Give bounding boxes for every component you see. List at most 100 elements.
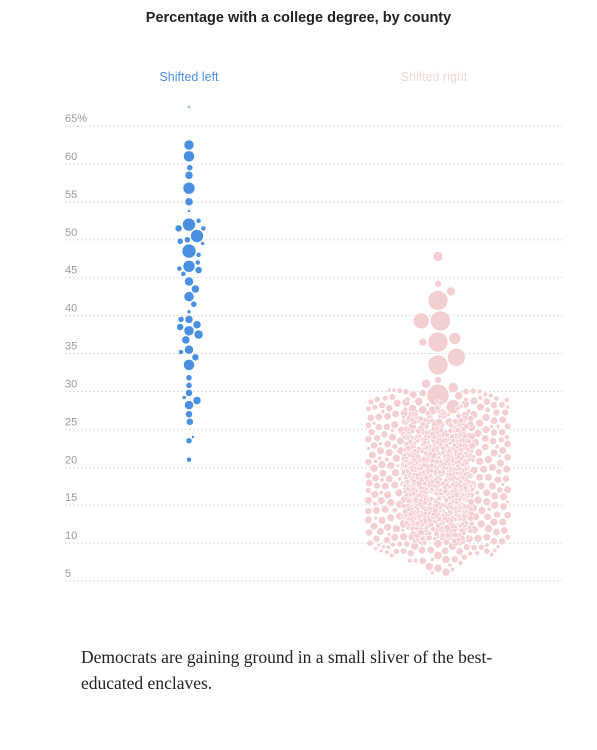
county-dot-right	[465, 408, 472, 414]
county-dot-left	[185, 437, 193, 444]
county-dot-right	[492, 528, 501, 537]
county-dot-right	[401, 434, 407, 440]
county-dot-right	[430, 570, 435, 576]
county-dot-left	[200, 241, 205, 246]
county-dot-right	[467, 525, 472, 530]
county-dot-left	[183, 150, 195, 163]
county-dot-right	[484, 542, 490, 548]
county-dot-right	[399, 532, 408, 542]
county-dot-right	[501, 408, 509, 417]
county-dot-right	[367, 398, 374, 406]
county-dot-right	[447, 382, 459, 393]
county-dot-right	[444, 532, 452, 539]
county-dot-right	[402, 447, 408, 452]
county-dot-right	[388, 393, 397, 401]
county-dot-right	[402, 388, 410, 396]
county-dot-right	[450, 446, 456, 451]
y-tick-label: 60	[65, 151, 77, 163]
county-dot-right	[407, 557, 413, 564]
county-dot-left	[194, 266, 203, 274]
county-dot-right	[448, 504, 454, 509]
y-tick-label: 15	[65, 492, 77, 504]
county-dot-left	[192, 396, 202, 405]
county-dot-right	[490, 401, 498, 410]
county-dot-left	[185, 374, 193, 382]
county-dot-right	[427, 331, 449, 353]
county-dot-left	[184, 344, 194, 355]
county-dot-right	[503, 439, 512, 448]
county-dot-right	[492, 408, 501, 417]
county-dot-right	[476, 481, 486, 491]
y-tick-label: 50	[65, 227, 77, 239]
county-dot-right	[410, 519, 416, 524]
county-dot-right	[448, 441, 453, 446]
county-dot-right	[366, 446, 371, 451]
county-dot-right	[418, 389, 427, 398]
y-tick-label: 55	[65, 189, 77, 201]
county-dot-right	[443, 497, 450, 503]
county-dot-right	[458, 417, 465, 424]
county-dot-right	[461, 530, 467, 536]
county-dot-left	[190, 300, 198, 308]
county-dot-right	[447, 509, 452, 514]
county-dot-right	[419, 448, 425, 454]
county-dot-right	[417, 433, 423, 439]
county-dot-right	[461, 432, 468, 439]
county-dot-right	[428, 462, 435, 469]
county-dot-right	[418, 556, 427, 565]
county-dot-right	[498, 428, 506, 437]
county-dot-right	[364, 421, 372, 429]
county-dot-right	[405, 396, 411, 402]
county-dot-right	[432, 251, 444, 262]
county-dot-right	[452, 474, 457, 480]
county-dot-right	[474, 550, 480, 556]
county-dot-right	[369, 441, 378, 450]
county-dot-right	[401, 415, 406, 420]
county-dot-right	[387, 532, 392, 537]
y-tick-label: 65%	[65, 113, 87, 125]
county-dot-right	[391, 468, 400, 478]
county-dot-right	[497, 453, 502, 459]
county-dot-right	[458, 505, 464, 511]
county-dot-right	[488, 481, 497, 491]
county-dot-right	[455, 463, 460, 469]
county-dot-right	[386, 513, 395, 522]
county-dot-right	[460, 462, 465, 467]
county-dot-right	[386, 461, 396, 470]
county-dot-right	[433, 563, 443, 573]
county-dot-right	[503, 397, 510, 404]
county-dot-right	[494, 444, 500, 450]
county-dot-right	[504, 422, 512, 430]
county-dot-right	[424, 562, 434, 571]
series-labels: Shifted left Shifted right	[159, 70, 467, 84]
county-dot-right	[412, 448, 417, 454]
county-dot-right	[473, 495, 483, 505]
county-dot-right	[384, 549, 390, 555]
county-dot-right	[364, 435, 373, 444]
county-dot-right	[434, 279, 442, 288]
county-dot-right	[417, 415, 424, 422]
county-dot-right	[392, 547, 400, 556]
county-dot-right	[392, 524, 401, 534]
county-dot-right	[403, 472, 409, 478]
county-dot-right	[467, 492, 472, 497]
county-dot-right	[370, 490, 379, 499]
county-dot-right	[488, 463, 497, 472]
county-dot-right	[364, 515, 373, 524]
county-dot-right	[441, 410, 447, 416]
county-dot-right	[394, 488, 404, 498]
county-dot-right	[482, 488, 492, 497]
county-dot-right	[469, 387, 477, 395]
county-dot-right	[445, 286, 456, 297]
county-dot-right	[371, 473, 380, 483]
county-dot-right	[432, 536, 438, 542]
county-dot-left	[193, 329, 204, 340]
y-axis-ticks: 65% 60 55 50 45 40 35 30 25 20 15 10 5	[65, 113, 87, 580]
county-dot-right	[391, 507, 398, 514]
county-dot-right	[396, 436, 405, 446]
county-dot-right	[372, 506, 381, 515]
county-dot-right	[477, 394, 484, 401]
county-dot-right	[429, 483, 434, 488]
county-dot-left	[182, 181, 196, 195]
county-dot-right	[490, 428, 498, 437]
